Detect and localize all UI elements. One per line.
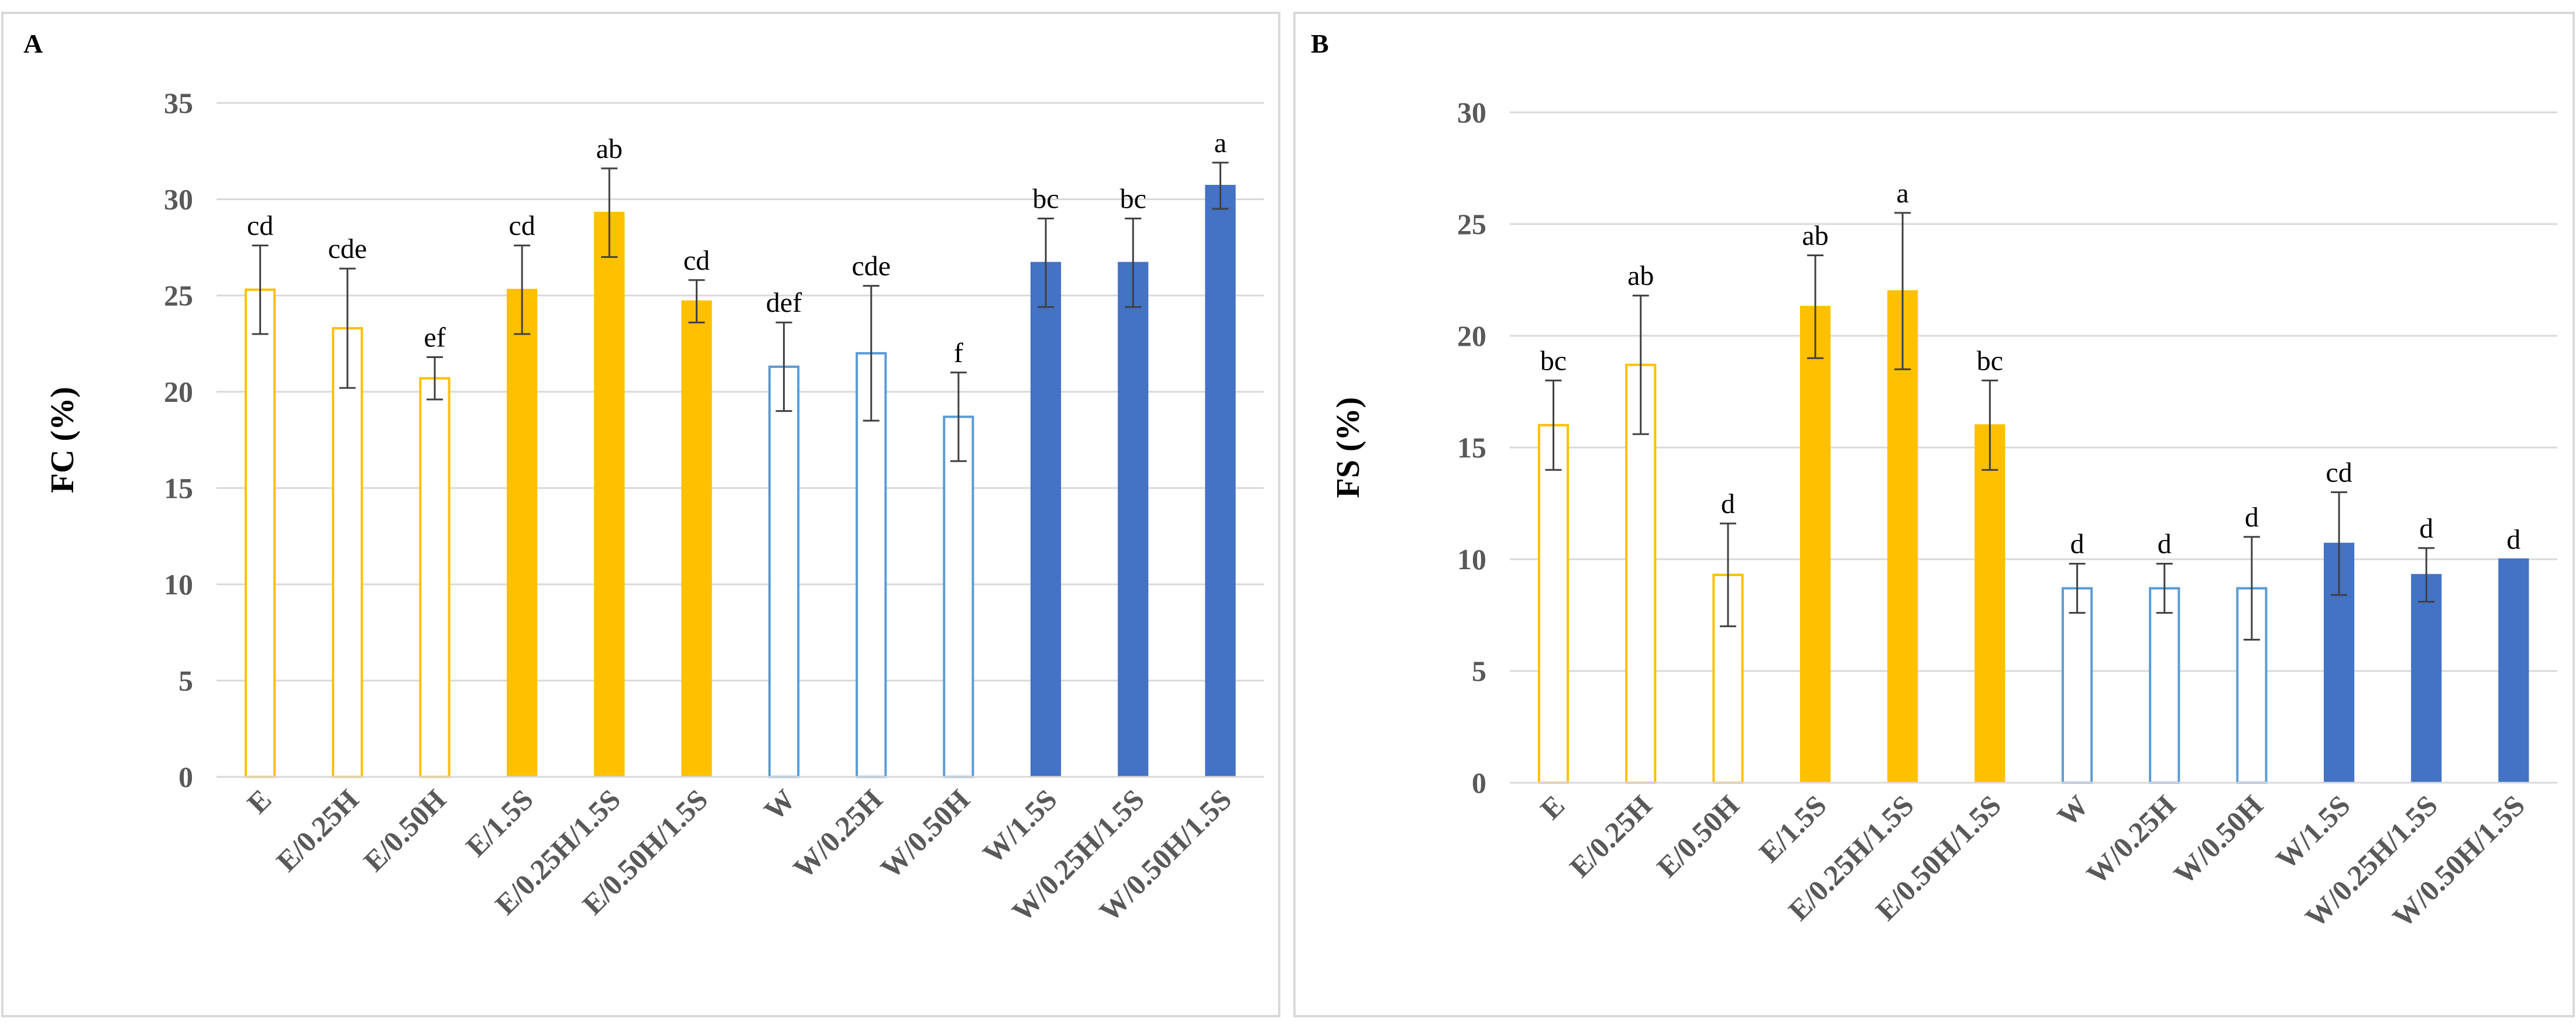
significance-letter: d xyxy=(2245,502,2259,533)
panel-label: A xyxy=(23,29,43,58)
significance-letter: ef xyxy=(424,322,445,353)
error-bar xyxy=(1632,294,1649,435)
bar xyxy=(1799,305,1831,784)
bar xyxy=(943,415,974,778)
bar xyxy=(594,212,625,778)
y-tick-label: 0 xyxy=(1472,766,1486,799)
error-bar xyxy=(601,167,618,258)
error-bar xyxy=(2069,563,2086,614)
significance-letter: ab xyxy=(1627,260,1654,291)
bar xyxy=(2411,574,2442,784)
significance-letter: d xyxy=(2419,513,2433,544)
bar xyxy=(419,377,451,778)
error-bar xyxy=(863,285,880,422)
significance-letter: bc xyxy=(1540,345,1567,376)
error-bar xyxy=(1981,379,1998,471)
bar xyxy=(244,288,276,779)
error-bar xyxy=(514,245,531,335)
bar xyxy=(332,327,363,778)
y-axis-title: FS (%) xyxy=(1330,397,1366,498)
significance-letter: a xyxy=(1897,178,1909,209)
bar xyxy=(2236,587,2268,784)
y-tick-label: 5 xyxy=(1472,655,1486,687)
error-bar xyxy=(1125,217,1142,308)
significance-letter: cde xyxy=(851,251,891,282)
error-bar xyxy=(950,371,967,462)
bar xyxy=(506,288,538,778)
significance-letter: cd xyxy=(509,211,535,242)
significance-letter: bc xyxy=(1977,345,2003,376)
y-tick-label: 20 xyxy=(1457,319,1486,352)
significance-letter: cd xyxy=(684,245,710,276)
error-bar xyxy=(1807,254,1824,359)
y-axis-title: FC (%) xyxy=(44,387,81,493)
bar xyxy=(1205,185,1236,778)
significance-letter: cde xyxy=(328,233,367,264)
y-tick-label: 25 xyxy=(164,279,193,312)
y-tick-label: 15 xyxy=(1457,431,1486,464)
error-bar xyxy=(339,267,356,389)
y-tick-label: 15 xyxy=(164,472,193,504)
y-tick-label: 30 xyxy=(1457,96,1486,129)
error-bar xyxy=(775,321,792,412)
y-tick-label: 0 xyxy=(178,760,193,793)
significance-letter: d xyxy=(1721,488,1735,519)
bar xyxy=(2149,587,2180,784)
bar xyxy=(1974,424,2005,784)
bar xyxy=(1118,261,1149,778)
y-tick-label: 10 xyxy=(164,568,193,601)
bar xyxy=(1887,290,1918,784)
error-bar xyxy=(1545,379,1562,471)
y-tick-label: 30 xyxy=(164,183,193,216)
y-tick-label: 20 xyxy=(164,376,193,408)
error-bar xyxy=(252,245,269,335)
panel-frame xyxy=(1293,12,2575,1017)
significance-letter: d xyxy=(2506,524,2520,555)
bar xyxy=(2061,587,2093,784)
significance-letter: def xyxy=(766,287,802,318)
bar xyxy=(681,300,712,778)
bar xyxy=(1030,261,1062,778)
error-bar xyxy=(1894,212,1911,370)
panel-frame xyxy=(1,12,1280,1017)
significance-letter: bc xyxy=(1032,183,1059,214)
y-tick-label: 5 xyxy=(178,664,193,697)
error-bar xyxy=(688,279,705,324)
bar xyxy=(1537,424,1569,784)
significance-letter: cd xyxy=(247,211,273,242)
error-bar xyxy=(2243,536,2260,641)
bar xyxy=(768,365,800,778)
error-bar xyxy=(2156,563,2173,614)
significance-letter: bc xyxy=(1120,183,1146,214)
y-tick-label: 10 xyxy=(1457,543,1486,576)
significance-letter: d xyxy=(2070,529,2084,560)
significance-letter: ab xyxy=(596,133,623,164)
y-tick-label: 35 xyxy=(164,87,193,119)
bar xyxy=(2498,558,2529,784)
y-tick-label: 25 xyxy=(1457,208,1486,240)
significance-letter: d xyxy=(2158,529,2172,560)
error-bar xyxy=(426,356,443,401)
panel-label: B xyxy=(1311,29,1329,58)
significance-letter: cd xyxy=(2326,457,2352,488)
error-bar xyxy=(1719,522,1736,628)
significance-letter: f xyxy=(954,338,963,369)
significance-letter: a xyxy=(1214,128,1227,159)
error-bar xyxy=(2418,547,2435,603)
error-bar xyxy=(1212,161,1229,210)
significance-letter: ab xyxy=(1802,220,1828,251)
error-bar xyxy=(1038,217,1055,308)
error-bar xyxy=(2331,491,2348,596)
